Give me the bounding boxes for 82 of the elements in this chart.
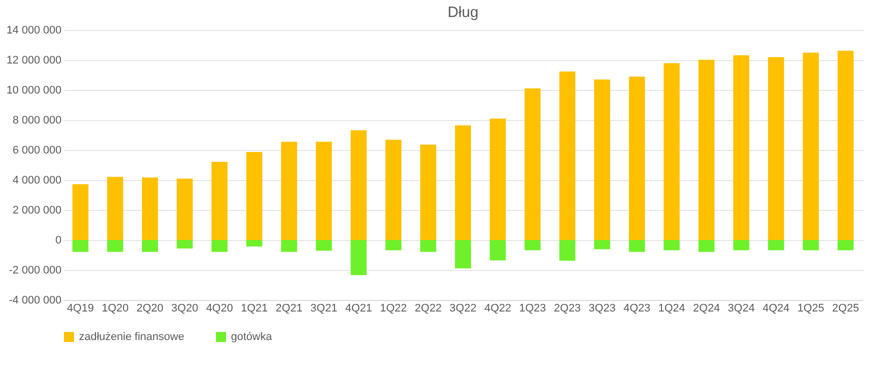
y-tick-label: 10 000 000 [6,84,62,96]
bar [246,152,262,240]
x-tick-label: 2Q21 [276,302,303,314]
x-tick-label: 4Q22 [484,302,512,314]
bar [664,63,680,240]
bar [698,60,714,240]
bar [664,240,680,250]
x-tick-label: 4Q21 [345,302,372,314]
x-tick-label: 3Q23 [588,302,616,314]
x-tick-label: 3Q21 [310,302,338,314]
bar [698,240,714,252]
x-tick-label: 2Q25 [832,302,860,314]
bar [802,52,819,240]
bar [246,240,262,246]
x-tick-label: 1Q23 [519,302,546,314]
bar [212,162,228,240]
bar [455,240,471,268]
x-tick-label: 2Q23 [554,302,581,314]
bar [838,50,854,240]
bar [420,144,436,240]
bar [385,240,402,250]
x-tick-label: 1Q25 [797,302,824,314]
bar [316,240,332,251]
y-tick-label: 12 000 000 [6,54,62,66]
bar [176,178,193,240]
x-tick-label: 4Q23 [623,302,650,314]
bar [350,240,367,276]
bar [281,142,298,240]
y-tick-label: 2 000 000 [12,204,62,216]
y-tick-label: 14 000 000 [6,24,62,36]
bar [559,72,576,240]
bar [628,76,645,240]
x-tick-label: 2Q24 [693,302,720,314]
legend-label: gotówka [231,331,273,343]
y-tick-label: 4 000 000 [12,174,62,186]
x-tick-label: 2Q20 [136,302,164,314]
bar [350,130,367,240]
bar [385,140,402,240]
bar [72,240,88,252]
bar [72,184,88,240]
x-tick-label: 4Q20 [206,302,233,314]
x-tick-label: 2Q22 [414,302,442,314]
bar [281,240,298,252]
bar [212,240,228,252]
bar [594,80,610,240]
bar [176,240,193,249]
x-tick-label: 4Q24 [762,302,790,314]
x-tick-label: 1Q22 [380,302,407,314]
bar [802,240,819,250]
y-tick-label: -4 000 000 [8,294,62,306]
bar [733,55,750,240]
bar [490,118,506,240]
bar [768,57,784,240]
bar [594,240,610,250]
x-tick-label: 4Q19 [66,302,94,314]
bar [455,125,471,240]
x-tick-label: 1Q20 [102,302,129,314]
legend-label: zadłużenie finansowe [79,331,184,343]
bar [107,176,124,240]
bar [490,240,506,260]
bar [524,240,541,250]
bar [838,240,854,250]
y-tick-label: 0 [55,234,62,246]
bar [142,240,158,252]
x-tick-label: 1Q21 [240,302,268,314]
bar [628,240,645,252]
y-tick-label: 8 000 000 [12,114,62,126]
chart-title: Dług [448,4,478,21]
bar [107,240,124,252]
bar [524,88,541,240]
bar [316,142,332,240]
x-tick-label: 3Q24 [728,302,755,314]
x-tick-label: 3Q22 [450,302,476,314]
bar [733,240,750,250]
y-tick-label: 6 000 000 [12,144,62,156]
bar [768,240,784,250]
x-tick-label: 3Q20 [171,302,198,314]
bar [559,240,576,261]
y-tick-label: -2 000 000 [8,264,62,276]
bar [142,177,158,240]
bar [420,240,436,252]
x-tick-label: 1Q24 [658,302,686,314]
